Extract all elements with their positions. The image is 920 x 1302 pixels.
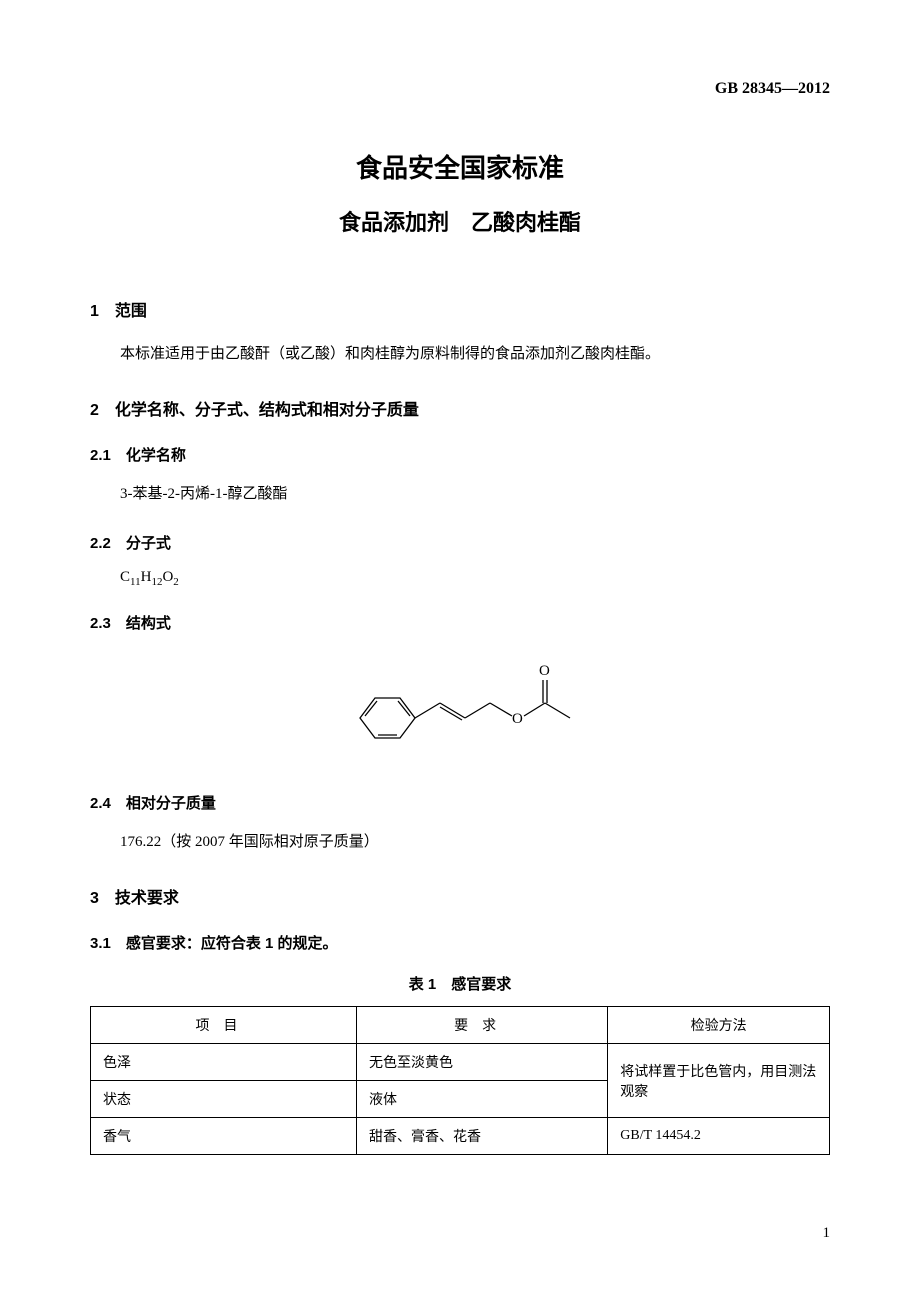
table-1: 项目 要求 检验方法 色泽 无色至淡黄色 将试样置于比色管内，用目测法观察 状态… [90,1006,830,1155]
section-2-3-heading: 2.3 结构式 [90,612,830,633]
table-cell-method: GB/T 14454.2 [608,1118,830,1155]
table-header-req: 要求 [357,1007,608,1044]
table-row: 色泽 无色至淡黄色 将试样置于比色管内，用目测法观察 [91,1044,830,1081]
table-1-caption: 表 1 感官要求 [90,973,830,994]
formula-sub-2: 2 [173,576,179,588]
section-1-body: 本标准适用于由乙酸酐（或乙酸）和肉桂醇为原料制得的食品添加剂乙酸肉桂酯。 [90,341,830,368]
formula-o: O [162,569,173,585]
section-2-heading: 2 化学名称、分子式、结构式和相对分子质量 [90,396,830,420]
table-row: 香气 甜香、膏香、花香 GB/T 14454.2 [91,1118,830,1155]
section-2-4-heading: 2.4 相对分子质量 [90,792,830,813]
section-1-heading: 1 范围 [90,297,830,321]
formula-sub-12: 12 [151,576,162,588]
table-cell-item: 香气 [91,1118,357,1155]
table-cell-req: 无色至淡黄色 [357,1044,608,1081]
formula-c: C [120,569,130,585]
section-2-2-heading: 2.2 分子式 [90,532,830,553]
table-cell-req: 甜香、膏香、花香 [357,1118,608,1155]
page-number: 1 [823,1225,831,1242]
formula-h: H [141,569,152,585]
title-sub: 食品添加剂 乙酸肉桂酯 [90,205,830,237]
table-header-row: 项目 要求 检验方法 [91,1007,830,1044]
section-2-1-body: 3-苯基-2-丙烯-1-醇乙酸酯 [120,481,830,508]
title-main: 食品安全国家标准 [90,148,830,185]
section-2-1-heading: 2.1 化学名称 [90,444,830,465]
formula-sub-11: 11 [130,576,141,588]
section-2-4-body: 176.22（按 2007 年国际相对原子质量） [120,829,830,856]
oxygen-label-1: O [512,711,523,727]
table-header-method: 检验方法 [608,1007,830,1044]
chemical-structure: O O [90,653,830,768]
oxygen-label-2: O [539,663,550,679]
table-cell-method-merged: 将试样置于比色管内，用目测法观察 [608,1044,830,1118]
table-cell-req: 液体 [357,1081,608,1118]
section-3-1-heading: 3.1 感官要求：应符合表 1 的规定。 [90,932,830,953]
table-cell-item: 状态 [91,1081,357,1118]
table-header-item: 项目 [91,1007,357,1044]
molecular-formula: C11H12O2 [120,569,830,588]
structure-svg: O O [340,653,580,763]
table-cell-item: 色泽 [91,1044,357,1081]
standard-code: GB 28345—2012 [90,80,830,98]
section-3-heading: 3 技术要求 [90,884,830,908]
